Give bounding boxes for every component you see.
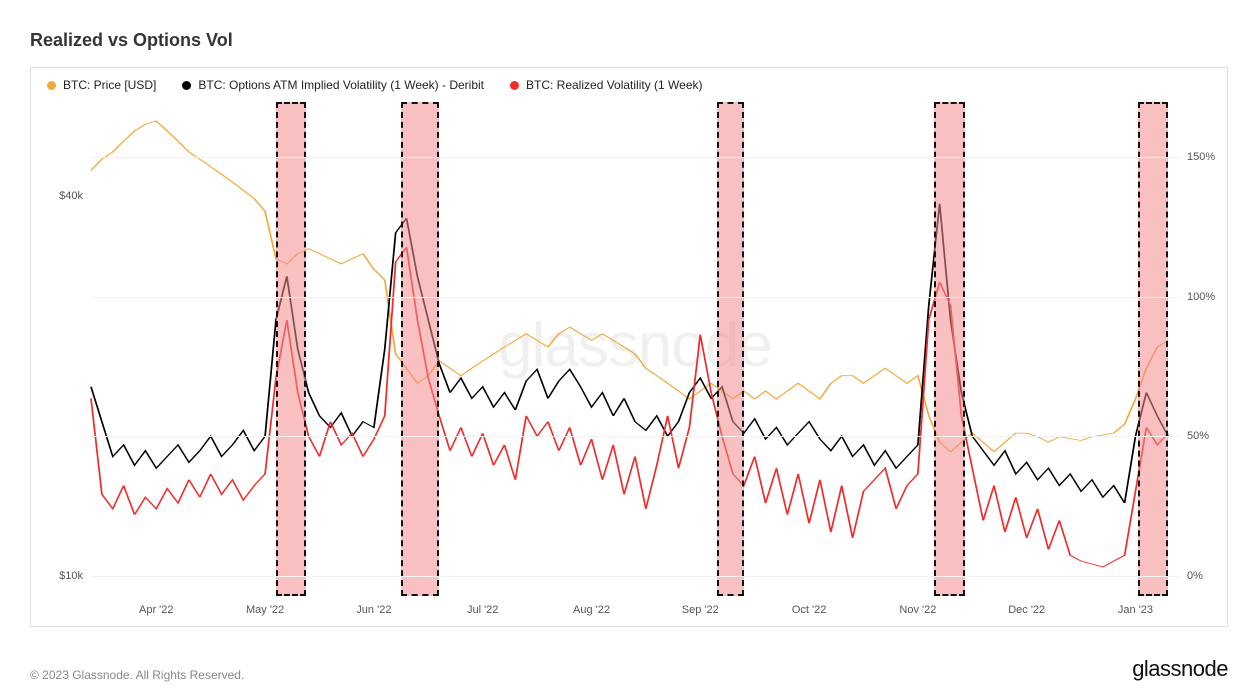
x-tick: Aug '22	[573, 596, 610, 616]
copyright: © 2023 Glassnode. All Rights Reserved.	[30, 668, 244, 682]
y-right-tick: 50%	[1179, 430, 1209, 442]
y-right-tick: 100%	[1179, 291, 1215, 303]
legend-label: BTC: Realized Volatility (1 Week)	[526, 78, 703, 92]
legend-dot	[182, 81, 191, 90]
chart-container: BTC: Price [USD] BTC: Options ATM Implie…	[30, 67, 1228, 627]
chart-svg	[91, 102, 1179, 596]
plot-area: glassnode $10k$40k0%50%100%150%Apr '22Ma…	[91, 102, 1179, 596]
gridline	[91, 297, 1179, 298]
x-tick: Dec '22	[1008, 596, 1045, 616]
y-left-tick: $10k	[59, 570, 91, 582]
x-tick: Apr '22	[139, 596, 174, 616]
gridline	[91, 436, 1179, 437]
chart-title: Realized vs Options Vol	[30, 30, 1228, 51]
y-right-tick: 150%	[1179, 151, 1215, 163]
legend-item-realized: BTC: Realized Volatility (1 Week)	[510, 78, 703, 92]
legend: BTC: Price [USD] BTC: Options ATM Implie…	[31, 68, 1227, 98]
legend-item-price: BTC: Price [USD]	[47, 78, 156, 92]
footer: © 2023 Glassnode. All Rights Reserved. g…	[30, 656, 1228, 682]
legend-dot	[510, 81, 519, 90]
line-price	[91, 121, 1168, 452]
x-tick: Jan '23	[1118, 596, 1153, 616]
legend-dot	[47, 81, 56, 90]
brand-logo: glassnode	[1132, 656, 1228, 682]
line-realized	[91, 247, 1168, 567]
x-tick: Sep '22	[682, 596, 719, 616]
highlight-band	[276, 102, 306, 596]
highlight-band	[1138, 102, 1168, 596]
x-tick: May '22	[246, 596, 284, 616]
x-tick: Nov '22	[899, 596, 936, 616]
x-tick: Oct '22	[792, 596, 827, 616]
y-left-tick: $40k	[59, 190, 91, 202]
gridline	[91, 576, 1179, 577]
x-tick: Jun '22	[356, 596, 391, 616]
highlight-band	[934, 102, 964, 596]
legend-item-implied: BTC: Options ATM Implied Volatility (1 W…	[182, 78, 484, 92]
highlight-band	[401, 102, 439, 596]
highlight-band	[717, 102, 744, 596]
y-right-tick: 0%	[1179, 570, 1203, 582]
legend-label: BTC: Price [USD]	[63, 78, 156, 92]
line-implied	[91, 204, 1168, 503]
gridline	[91, 157, 1179, 158]
x-tick: Jul '22	[467, 596, 498, 616]
legend-label: BTC: Options ATM Implied Volatility (1 W…	[198, 78, 484, 92]
